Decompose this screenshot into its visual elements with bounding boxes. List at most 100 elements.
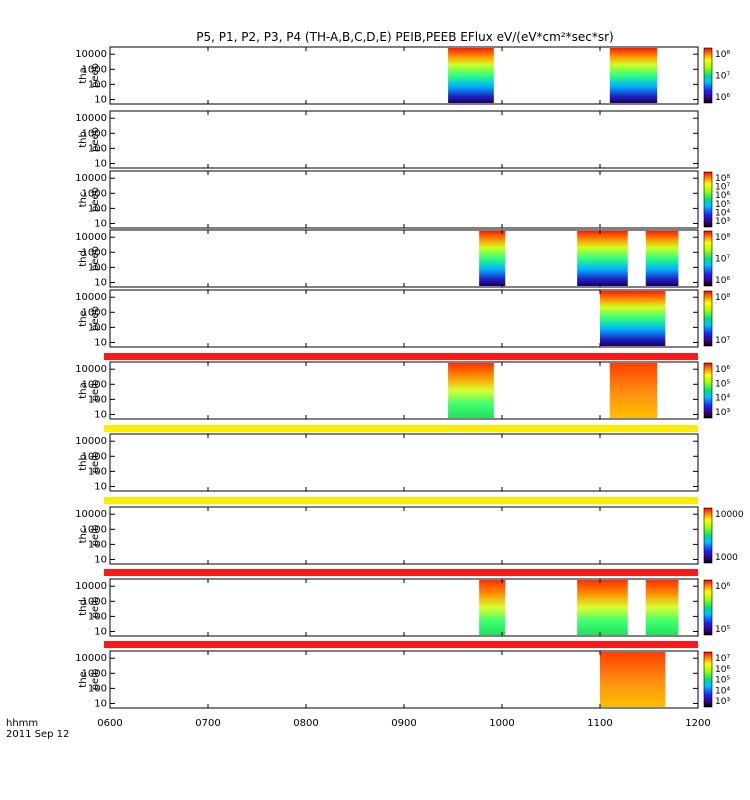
spectrogram-block	[479, 231, 506, 286]
colorbar-tick-label: 10³	[715, 697, 730, 707]
y-tick-label: 10000	[75, 292, 107, 303]
x-tick-label: 0900	[391, 718, 416, 729]
colorbar	[703, 171, 713, 228]
x-tick-label: 1100	[587, 718, 612, 729]
colorbar-tick-label: 10⁶	[715, 191, 730, 201]
panel-the-peeb: 10 100 1000 10000 the peeb 10⁸ 10⁷	[75, 289, 730, 348]
chart-title: P5, P1, P2, P3, P4 (TH-A,B,C,D,E) PEIB,P…	[196, 30, 614, 44]
spectrogram-block	[448, 363, 494, 418]
y-tick-label: 1000	[82, 379, 107, 390]
y-tick-label: 10000	[75, 173, 107, 184]
colorbar-tick-label: 10000	[715, 510, 744, 520]
panel-frame	[109, 433, 699, 492]
spectrogram-block	[645, 580, 679, 635]
colorbar-tick-label: 1000	[715, 553, 738, 563]
y-tick-label: 1000	[82, 188, 107, 199]
panel-product-label: peib	[90, 380, 101, 402]
status-bar-red	[104, 569, 698, 576]
colorbar-tick-label: 10⁴	[715, 208, 730, 218]
y-tick-label: 10	[94, 698, 107, 709]
spectrogram-block	[609, 48, 658, 103]
y-tick-label: 100	[88, 322, 107, 333]
spectrogram-block	[479, 580, 506, 635]
panel-product-label: peib	[90, 525, 101, 547]
colorbar-tick-label: 10⁵	[715, 676, 730, 686]
y-tick-label: 1000	[82, 668, 107, 679]
spectrogram-block	[577, 231, 628, 286]
colorbar	[703, 47, 713, 104]
y-tick-label: 100	[88, 539, 107, 550]
y-tick-label: 100	[88, 394, 107, 405]
y-tick-label: 100	[88, 143, 107, 154]
panel-product-label: peeb	[90, 246, 101, 271]
colorbar-tick-label: 10⁵	[715, 625, 730, 635]
panel-product-label: peeb	[90, 127, 101, 152]
spectrogram-block	[600, 652, 666, 707]
panel-product-label: peib	[90, 597, 101, 619]
x-axis-label: hhmm 2011 Sep 12	[6, 718, 69, 740]
colorbar	[703, 507, 713, 564]
y-tick-label: 1000	[82, 524, 107, 535]
y-tick-label: 10	[94, 554, 107, 565]
panel-probe-label: the	[78, 310, 89, 326]
y-tick-label: 100	[88, 466, 107, 477]
colorbar-tick-label: 10⁸	[715, 50, 730, 60]
panel-thb-peib: 10 100 1000 10000 thb peib	[75, 433, 699, 492]
y-tick-label: 10000	[75, 232, 107, 243]
y-tick-label: 10	[94, 626, 107, 637]
y-tick-label: 1000	[82, 596, 107, 607]
status-bar-yellow	[104, 497, 698, 504]
panel-frame	[109, 110, 699, 169]
y-tick-label: 10	[94, 277, 107, 288]
x-tick-label: 0700	[195, 718, 220, 729]
y-tick-label: 10000	[75, 364, 107, 375]
y-tick-label: 10000	[75, 581, 107, 592]
spectrogram-block	[600, 291, 666, 346]
colorbar	[703, 362, 713, 419]
y-tick-label: 100	[88, 79, 107, 90]
panel-probe-label: tha	[78, 382, 89, 398]
colorbar-tick-label: 10⁶	[715, 93, 730, 103]
panel-probe-label: the	[78, 671, 89, 687]
colorbar	[703, 579, 713, 636]
colorbar-tick-label: 10⁴	[715, 686, 730, 696]
y-tick-label: 10000	[75, 509, 107, 520]
x-unit-label: hhmm	[6, 718, 39, 729]
y-tick-label: 10000	[75, 49, 107, 60]
panel-probe-label: thc	[78, 528, 89, 544]
colorbar-tick-label: 10⁸	[715, 293, 730, 303]
panel-frame	[109, 170, 699, 229]
panel-thb-peeb: 10 100 1000 10000 thb peeb	[75, 110, 699, 169]
colorbar	[703, 290, 713, 347]
y-tick-label: 10	[94, 337, 107, 348]
colorbar-tick-label: 10⁵	[715, 200, 730, 210]
colorbar-tick-label: 10⁶	[715, 365, 730, 375]
panel-probe-label: thd	[78, 599, 89, 616]
y-tick-label: 100	[88, 683, 107, 694]
colorbar-tick-label: 10⁵	[715, 379, 730, 389]
panel-frame	[109, 506, 699, 565]
panel-tha-peeb: 10 100 1000 10000 tha peeb 10⁸ 10⁷ 10⁶	[75, 46, 730, 105]
panel-product-label: peib	[90, 669, 101, 691]
y-tick-label: 1000	[82, 451, 107, 462]
status-bar-red	[104, 353, 698, 360]
panel-thc-peib: 10 100 1000 10000 thc peib 10000 1000	[75, 506, 744, 565]
y-tick-label: 1000	[82, 247, 107, 258]
y-tick-label: 100	[88, 611, 107, 622]
panel-thd-peeb: 10 100 1000 10000 thd peeb 10⁸ 10⁷ 10⁶	[75, 229, 730, 288]
colorbar-tick-label: 10⁴	[715, 394, 730, 404]
panel-product-label: peeb	[90, 306, 101, 331]
panel-product-label: peeb	[90, 63, 101, 88]
spectrogram-block	[609, 363, 658, 418]
colorbar-tick-label: 10⁶	[715, 276, 730, 286]
colorbar-tick-label: 10⁸	[715, 233, 730, 243]
y-tick-label: 1000	[82, 64, 107, 75]
panel-thd-peib: 10 100 1000 10000 thd peib 10⁶ 10⁵	[75, 578, 730, 637]
y-tick-label: 1000	[82, 128, 107, 139]
y-tick-label: 10	[94, 218, 107, 229]
colorbar-tick-label: 10⁷	[715, 72, 730, 82]
colorbar-tick-label: 10⁷	[715, 183, 730, 193]
spectrogram-block	[577, 580, 628, 635]
panel-tha-peib: 10 100 1000 10000 tha peib 10⁶ 10⁵ 10⁴ 10³	[75, 361, 730, 420]
